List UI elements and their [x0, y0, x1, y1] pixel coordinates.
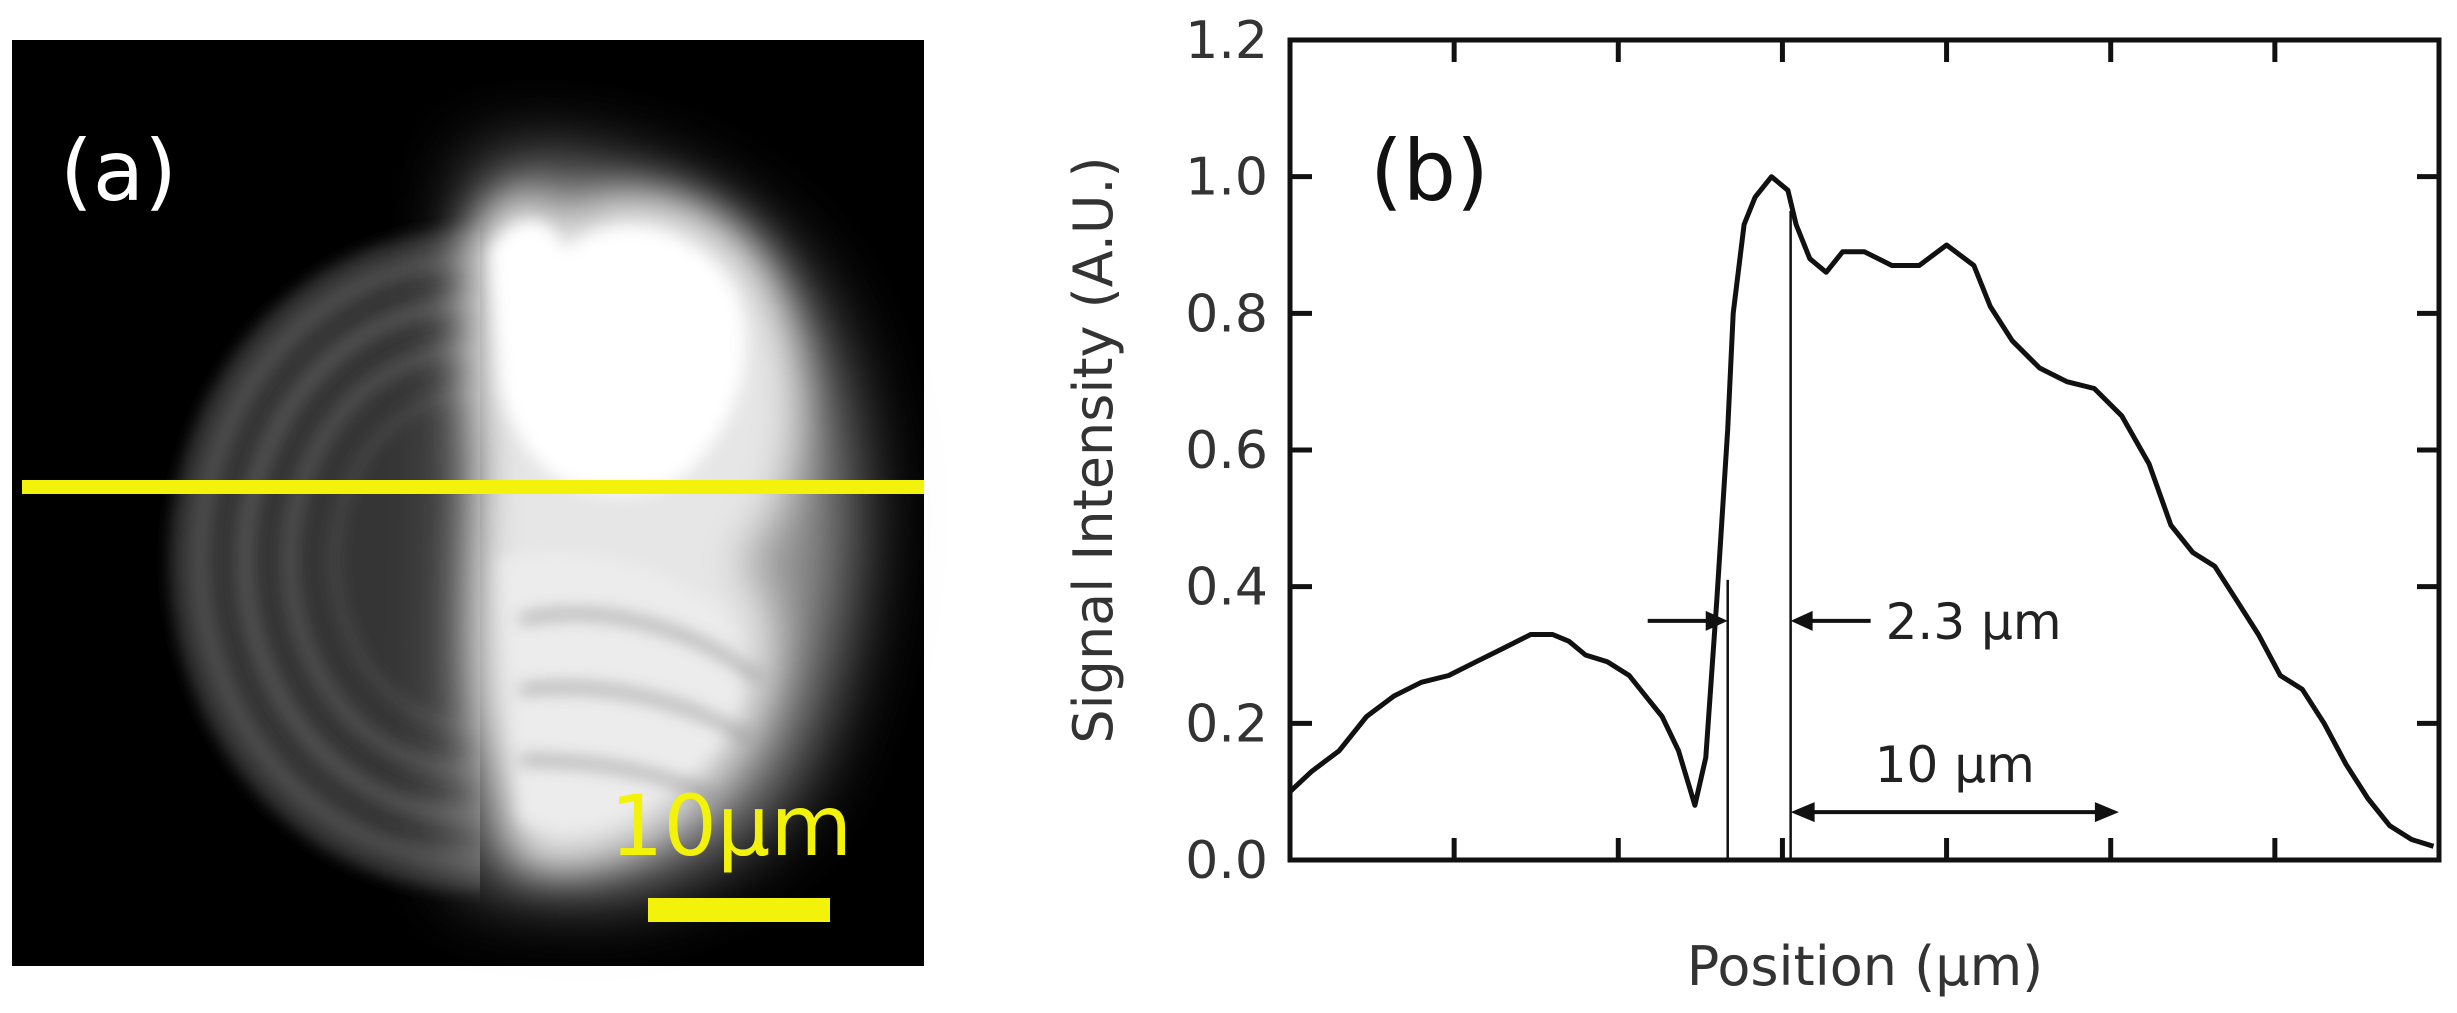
- profile-line: [22, 480, 924, 494]
- panel-a-label: (a): [60, 122, 177, 220]
- y-tick-label: 1.0: [1185, 148, 1268, 208]
- panel-b-chart: (b) 0.0 0.2 0.4 0.6 0.8 1.0 1.2 2.3 µm 10 µm Si…: [1062, 11, 2442, 998]
- panel-b-label: (b): [1370, 122, 1489, 220]
- scale-bar: [648, 898, 830, 922]
- y-tick-label: 0.4: [1185, 558, 1268, 618]
- x-ticks: [1451, 40, 2278, 860]
- y-tick-label: 0.6: [1185, 421, 1268, 481]
- fwhm-label: 2.3 µm: [1886, 593, 2062, 651]
- plot-frame: [1287, 37, 2442, 863]
- fwhm-arrow-left-head: [1705, 610, 1728, 631]
- span-arrow-head-left: [1790, 802, 1815, 823]
- y-axis-title: Signal Intensity (A.U.): [1062, 156, 1125, 743]
- y-tick-label: 0.2: [1185, 694, 1268, 754]
- panel-a-image: (a) 10µm: [12, 40, 924, 966]
- image-bright-region: [470, 164, 852, 887]
- y-tick-label: 1.2: [1185, 11, 1268, 71]
- profile-series-line: [1288, 174, 2435, 849]
- y-tick-label: 0.0: [1185, 831, 1268, 891]
- x-axis-title: Position (µm): [1687, 935, 2044, 998]
- y-tick-labels: 0.0 0.2 0.4 0.6 0.8 1.0 1.2: [1185, 11, 1268, 891]
- scale-bar-label: 10µm: [610, 777, 852, 875]
- span-label: 10 µm: [1875, 736, 2035, 794]
- span-arrow-head-right: [2094, 802, 2119, 823]
- y-tick-label: 0.8: [1185, 284, 1268, 344]
- annotations: 2.3 µm 10 µm: [1647, 210, 2119, 860]
- fwhm-arrow-right-head: [1790, 610, 1813, 631]
